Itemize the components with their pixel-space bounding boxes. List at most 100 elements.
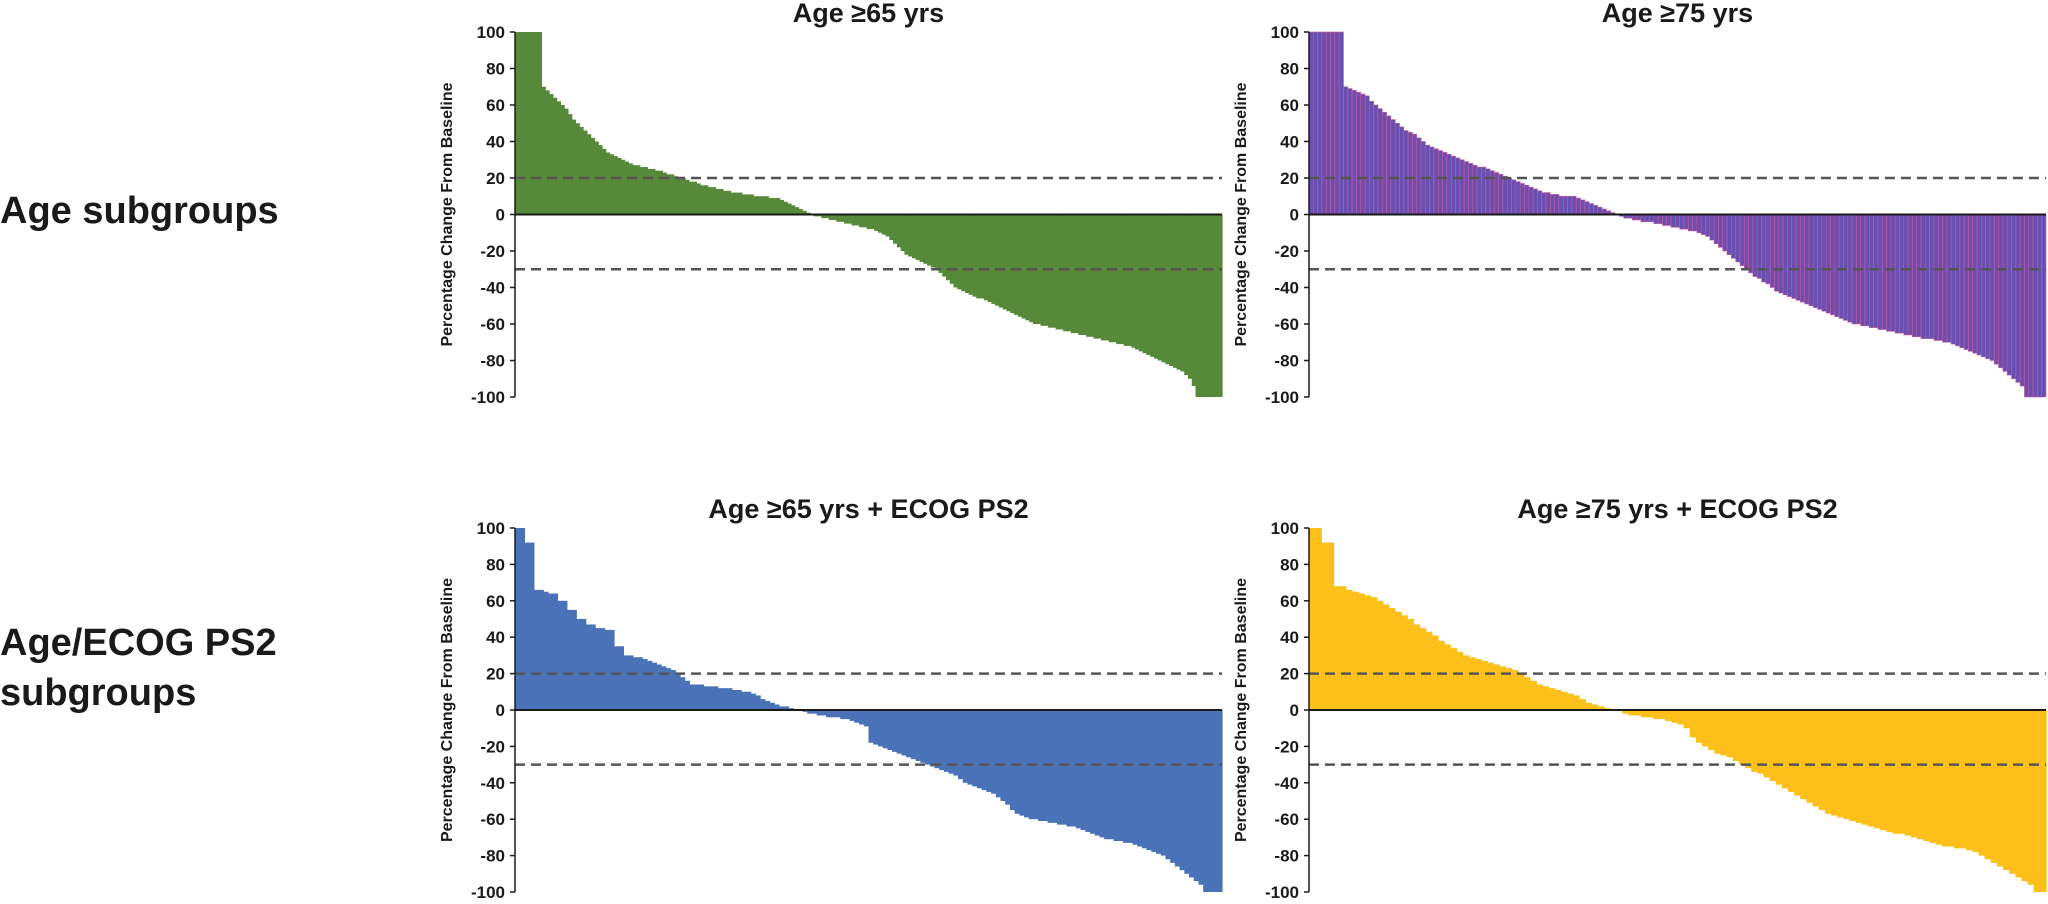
- bar: [1462, 655, 1470, 710]
- bar: [1199, 214, 1204, 397]
- bar: [1156, 710, 1162, 854]
- bar: [1184, 214, 1189, 376]
- bar: [1184, 710, 1190, 874]
- bar: [1099, 710, 1105, 838]
- bar: [1700, 214, 1706, 235]
- bar: [816, 710, 822, 716]
- bar: [601, 148, 607, 215]
- bar: [1554, 194, 1560, 215]
- bar: [1800, 214, 1805, 303]
- bar: [964, 214, 970, 293]
- bar: [1545, 192, 1551, 215]
- bar: [1142, 214, 1147, 354]
- chart-panel-2: Age ≥75 yrs 100 80 60 40 20 0 -20 -40 -60 -80 -100 P…: [1233, 0, 2047, 407]
- bar: [1170, 710, 1176, 863]
- bar: [927, 214, 932, 266]
- bar: [1431, 635, 1439, 710]
- bar: [1127, 214, 1132, 346]
- bar: [1138, 214, 1144, 352]
- bar: [1059, 214, 1064, 330]
- bar: [1769, 710, 1777, 781]
- bar: [1591, 704, 1599, 710]
- y-tick-label: -60: [1274, 315, 1299, 334]
- bar: [1588, 203, 1594, 215]
- bar: [1861, 710, 1869, 825]
- bar: [1972, 710, 1980, 852]
- bar: [2009, 710, 2016, 874]
- bar: [632, 165, 637, 215]
- bar: [1597, 206, 1603, 215]
- bar: [1468, 657, 1476, 710]
- y-tick-label: 80: [486, 60, 505, 79]
- y-tick-label: -40: [480, 279, 505, 298]
- y-tick-label: 0: [1290, 701, 1299, 720]
- bar: [1562, 195, 1568, 215]
- bar: [1131, 214, 1136, 348]
- bar: [1150, 214, 1155, 357]
- bar: [972, 710, 978, 787]
- bar: [1718, 214, 1724, 248]
- bar: [533, 32, 539, 215]
- bar: [719, 188, 724, 215]
- bar: [1127, 710, 1134, 843]
- bar: [567, 114, 573, 215]
- bar: [727, 688, 733, 710]
- bar: [1652, 710, 1660, 720]
- bar: [851, 214, 856, 226]
- bar: [1817, 214, 1823, 310]
- bar: [1821, 214, 1827, 312]
- bar: [1419, 628, 1427, 710]
- bar: [1364, 95, 1370, 215]
- bar: [2015, 710, 2023, 878]
- bar: [2037, 214, 2042, 398]
- bar: [576, 619, 582, 710]
- bar: [1101, 214, 1106, 341]
- bar: [1892, 710, 1900, 834]
- bar: [1481, 166, 1487, 215]
- bar: [1455, 157, 1461, 215]
- bar: [1720, 710, 1728, 756]
- bar: [893, 214, 898, 244]
- bar: [1403, 130, 1409, 215]
- bar: [515, 32, 520, 215]
- bar: [1843, 214, 1849, 321]
- bar: [730, 192, 735, 215]
- bar: [1047, 710, 1053, 823]
- bar: [1519, 183, 1525, 215]
- bar: [2041, 214, 2047, 398]
- bar: [1890, 214, 1896, 332]
- bar: [1806, 710, 1814, 803]
- bar: [688, 181, 694, 215]
- bar: [1566, 693, 1574, 710]
- bar: [538, 589, 544, 710]
- bar: [1036, 214, 1042, 324]
- bar: [692, 181, 698, 215]
- bar: [1146, 214, 1151, 356]
- bar: [661, 666, 667, 710]
- bar: [1160, 710, 1167, 856]
- y-tick-label: 20: [486, 665, 505, 684]
- bar: [1824, 710, 1832, 814]
- bar: [967, 710, 973, 785]
- bar: [1659, 710, 1666, 720]
- bar: [708, 686, 714, 710]
- bar: [1708, 710, 1715, 751]
- bar: [1864, 214, 1870, 327]
- bar: [1515, 181, 1521, 215]
- bar: [775, 198, 781, 215]
- bar: [1002, 214, 1008, 310]
- bar: [599, 628, 606, 710]
- bar: [1450, 648, 1457, 710]
- bar: [598, 145, 603, 215]
- bar: [798, 209, 803, 215]
- bar: [533, 589, 540, 710]
- bar: [1356, 91, 1362, 215]
- y-axis-label: Percentage Change From Baseline: [439, 82, 456, 346]
- bar: [1218, 214, 1223, 397]
- bar: [1695, 710, 1703, 743]
- bar: [802, 210, 807, 215]
- bar: [1774, 214, 1780, 292]
- bar: [1137, 710, 1143, 847]
- y-tick-label: -80: [480, 847, 505, 866]
- bar: [579, 126, 584, 215]
